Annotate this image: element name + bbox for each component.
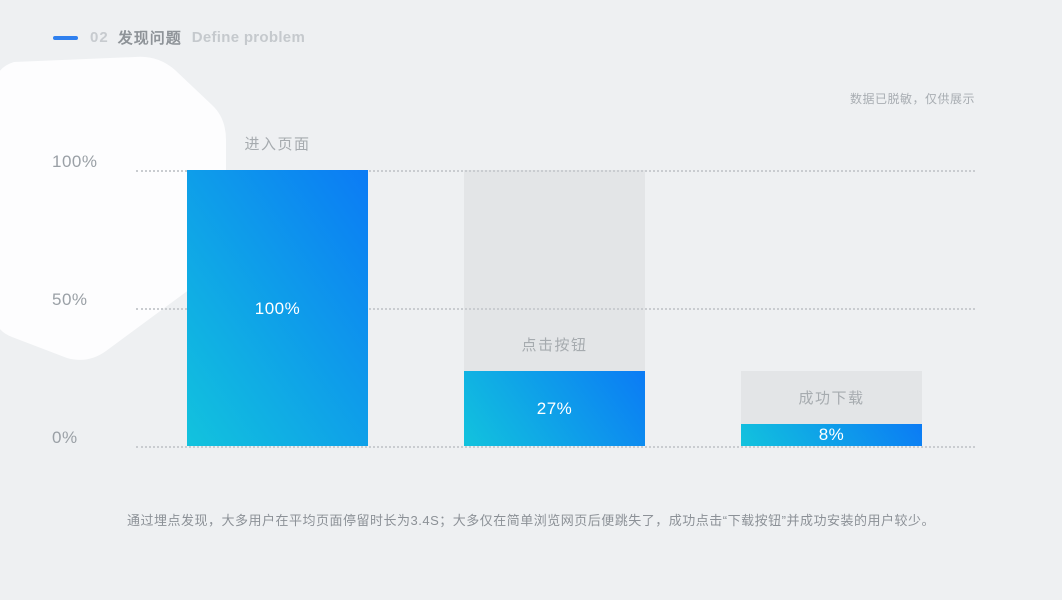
bar-value-label: 100% bbox=[254, 298, 301, 318]
bar-value-label: 8% bbox=[818, 425, 845, 445]
bar: 27% bbox=[464, 371, 645, 446]
section-number: 02 bbox=[90, 29, 109, 46]
y-axis-tick-label: 50% bbox=[52, 290, 88, 309]
y-axis-tick-label: 0% bbox=[52, 428, 78, 447]
chart-caption: 通过埋点发现，大多用户在平均页面停留时长为3.4S；大多仅在简单浏览网页后便跳失… bbox=[127, 513, 935, 528]
bar-category-label: 成功下载 bbox=[798, 389, 865, 407]
gridline bbox=[136, 170, 975, 172]
slide-header: 02 发现问题 Define problem bbox=[53, 27, 305, 48]
bar-value-label: 27% bbox=[536, 399, 573, 419]
bar: 8% bbox=[741, 423, 922, 446]
gridline bbox=[136, 446, 975, 448]
accent-dash-icon bbox=[53, 35, 78, 40]
bar-category-label: 进入页面 bbox=[244, 136, 311, 153]
gridline bbox=[136, 308, 975, 310]
data-disclaimer-note: 数据已脱敏，仅供展示 bbox=[849, 92, 975, 106]
bar: 100% bbox=[187, 170, 368, 446]
y-axis-tick-label: 100% bbox=[52, 152, 98, 171]
bar-category-label: 点击按钮 bbox=[521, 337, 588, 355]
section-subtitle: Define problem bbox=[191, 29, 306, 46]
section-title: 发现问题 bbox=[117, 30, 182, 47]
